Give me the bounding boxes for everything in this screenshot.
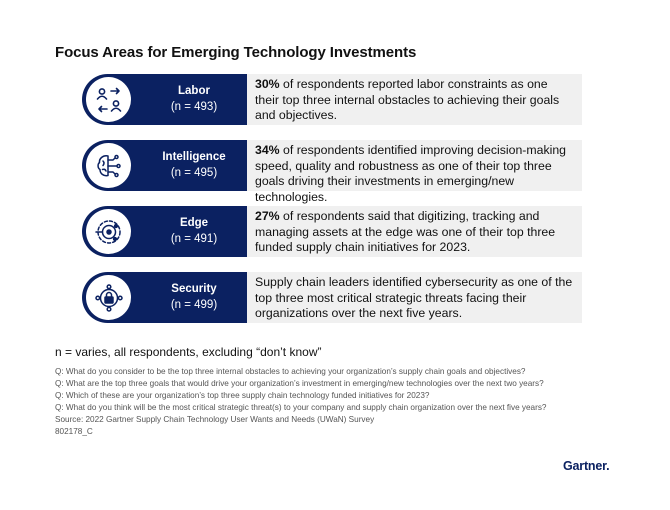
page-title: Focus Areas for Emerging Technology Inve… bbox=[55, 44, 417, 61]
category-name: Intelligence bbox=[162, 151, 226, 163]
finding-text: 30% of respondents reported labor constr… bbox=[247, 74, 582, 125]
focus-area-intelligence: Intelligence (n = 495) 34% of respondent… bbox=[82, 140, 582, 204]
footnotes: Q: What do you consider to be the top th… bbox=[55, 366, 547, 438]
focus-area-edge: Edge (n = 491) 27% of respondents said t… bbox=[82, 206, 582, 257]
sample-size: (n = 495) bbox=[170, 167, 218, 179]
finding-text: 34% of respondents identified improving … bbox=[247, 140, 582, 204]
finding-body: of respondents reported labor constraint… bbox=[255, 77, 560, 122]
footnote-question-1: Q: What do you consider to be the top th… bbox=[55, 367, 526, 376]
category-panel: Edge (n = 491) bbox=[82, 206, 247, 257]
sample-size: (n = 493) bbox=[170, 101, 218, 113]
footnote-question-3: Q: Which of these are your organization’… bbox=[55, 391, 430, 400]
sample-note: n = varies, all respondents, excluding “… bbox=[55, 345, 322, 359]
source-line: Source: 2022 Gartner Supply Chain Techno… bbox=[55, 415, 375, 424]
category-panel: Intelligence (n = 495) bbox=[82, 140, 247, 191]
finding-text: 27% of respondents said that digitizing,… bbox=[247, 206, 582, 257]
category-name: Edge bbox=[179, 217, 209, 229]
focus-area-security: Security (n = 499) Supply chain leaders … bbox=[82, 272, 582, 323]
focus-area-labor: Labor (n = 493) 30% of respondents repor… bbox=[82, 74, 582, 125]
edge-network-icon bbox=[86, 209, 131, 254]
finding-body: Supply chain leaders identified cybersec… bbox=[255, 275, 573, 320]
category-name: Security bbox=[171, 283, 217, 295]
gartner-logo: Gartner. bbox=[563, 459, 610, 473]
highlight-percent: 34% bbox=[255, 143, 280, 157]
sample-size: (n = 499) bbox=[170, 299, 218, 311]
footnote-question-2: Q: What are the top three goals that wou… bbox=[55, 379, 544, 388]
finding-body: of respondents said that digitizing, tra… bbox=[255, 209, 556, 254]
footnote-question-4: Q: What do you think will be the most cr… bbox=[55, 403, 547, 412]
document-id: 802178_C bbox=[55, 427, 93, 436]
finding-body: of respondents identified improving deci… bbox=[255, 143, 567, 204]
sample-size: (n = 491) bbox=[170, 233, 218, 245]
highlight-percent: 30% bbox=[255, 77, 280, 91]
category-panel: Labor (n = 493) bbox=[82, 74, 247, 125]
brain-circuit-icon bbox=[86, 143, 131, 188]
category-panel: Security (n = 499) bbox=[82, 272, 247, 323]
category-name: Labor bbox=[178, 85, 210, 97]
finding-text: Supply chain leaders identified cybersec… bbox=[247, 272, 582, 323]
people-exchange-icon bbox=[86, 77, 131, 122]
lock-network-icon bbox=[86, 275, 131, 320]
highlight-percent: 27% bbox=[255, 209, 280, 223]
